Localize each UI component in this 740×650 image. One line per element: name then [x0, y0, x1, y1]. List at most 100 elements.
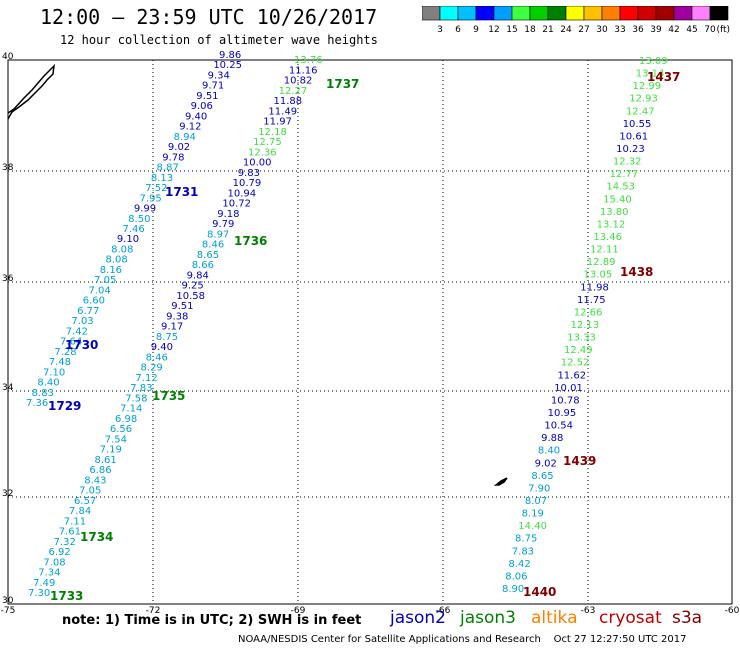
- colorbar-label: 42: [668, 25, 679, 35]
- wave-height-label: 12.89: [587, 257, 616, 268]
- wave-height-label: 8.66: [192, 260, 214, 271]
- wave-height-label: 7.84: [69, 506, 91, 517]
- wave-height-label: 7.04: [88, 285, 110, 296]
- legend-s3a: s3a: [672, 608, 703, 628]
- wave-height-label: 10.54: [544, 421, 573, 432]
- colorbar-label: 6: [455, 25, 461, 35]
- wave-height-label: 7.52: [145, 183, 167, 194]
- colorbar-label: 27: [578, 25, 589, 35]
- wave-height-label: 10.72: [222, 199, 251, 210]
- wave-height-label: 12.13: [571, 320, 600, 331]
- pass-number-label: 1733: [50, 589, 83, 603]
- wave-height-label: 12.93: [629, 94, 658, 105]
- wave-height-label: 7.36: [26, 398, 48, 409]
- wave-height-label: 8.46: [146, 352, 168, 363]
- pass-number-label: 1730: [65, 338, 98, 352]
- note-text: note: 1) Time is in UTC; 2) SWH is in fe…: [62, 613, 362, 628]
- wave-height-label: 11.75: [577, 295, 606, 306]
- wave-height-label: 7.61: [59, 527, 81, 538]
- legend-altika: altika: [531, 608, 578, 628]
- wave-height-label: 9.02: [535, 458, 557, 469]
- latitude-label: 32: [2, 489, 13, 499]
- wave-height-label: 13.05: [584, 270, 613, 281]
- wave-height-label: 7.95: [140, 193, 162, 204]
- wave-height-label: 8.97: [207, 229, 229, 240]
- pass-number-label: 1736: [234, 234, 267, 248]
- wave-height-label: 15.40: [603, 194, 632, 205]
- wave-height-label: 7.28: [54, 347, 76, 358]
- latitude-label: 40: [2, 52, 14, 62]
- wave-height-label: 6.98: [115, 414, 137, 425]
- wave-height-label: 12.11: [590, 245, 619, 256]
- wave-height-label: 8.40: [538, 446, 560, 457]
- latitude-label: 36: [2, 274, 14, 284]
- wave-height-label: 8.40: [37, 378, 59, 389]
- wave-height-label: 8.61: [95, 455, 117, 466]
- wave-height-label: 9.02: [168, 142, 190, 153]
- wave-height-label: 12.18: [258, 127, 287, 138]
- wave-height-label: 7.34: [38, 568, 60, 579]
- wave-height-label: 9.06: [191, 101, 213, 112]
- colorbar-label: 36: [632, 25, 644, 35]
- wave-height-label: 9.40: [151, 342, 173, 353]
- wave-height-label: 8.75: [156, 332, 178, 343]
- wave-height-label: 8.94: [174, 132, 196, 143]
- wave-height-label: 12.77: [610, 169, 639, 180]
- wave-height-label: 7.58: [125, 393, 147, 404]
- wave-height-label: 8.90: [502, 584, 524, 595]
- longitude-label: -69: [291, 606, 306, 616]
- island: [493, 477, 508, 486]
- pass-number-label: 1438: [620, 265, 653, 279]
- wave-height-label: 7.48: [49, 357, 71, 368]
- wave-height-label: 8.06: [505, 571, 527, 582]
- longitude-label: -63: [581, 606, 596, 616]
- colorbar-unit: (ft): [716, 25, 730, 35]
- wave-height-label: 7.30: [28, 588, 50, 599]
- wave-height-label: 9.38: [166, 311, 188, 322]
- wave-height-label: 10.58: [176, 291, 205, 302]
- wave-height-label: 9.34: [208, 70, 230, 81]
- wave-height-label: 7.64: [60, 337, 82, 348]
- pass-number-label: 1440: [523, 585, 556, 599]
- longitude-label: -60: [725, 606, 740, 616]
- wave-height-label: 7.49: [33, 578, 55, 589]
- wave-height-label: 6.60: [83, 296, 105, 307]
- wave-height-label: 12.75: [253, 137, 282, 148]
- wave-height-label: 6.92: [48, 547, 70, 558]
- wave-height-label: 8.08: [105, 255, 127, 266]
- wave-height-label: 11.49: [268, 106, 297, 117]
- pass-number-label: 1731: [165, 185, 198, 199]
- wave-height-label: 11.97: [263, 117, 292, 128]
- wave-height-label: 11.88: [274, 96, 303, 107]
- coastline: [7, 63, 56, 120]
- wave-height-label: 7.05: [94, 275, 116, 286]
- latitude-label: 38: [2, 163, 14, 173]
- wave-height-label: 14.53: [606, 182, 635, 193]
- wave-height-label: 11.62: [557, 370, 586, 381]
- colorbar-label: 21: [542, 25, 553, 35]
- latitude-label: 30: [2, 596, 14, 606]
- colorbar-label: 18: [524, 25, 536, 35]
- wave-height-label: 6.86: [89, 465, 111, 476]
- wave-height-label: 9.18: [217, 209, 239, 220]
- longitude-label: -75: [1, 606, 16, 616]
- wave-height-label: 13.12: [597, 219, 626, 230]
- wave-height-label: 12.99: [632, 81, 661, 92]
- wave-height-label: 11.16: [289, 65, 318, 76]
- wave-height-label: 11.98: [580, 282, 609, 293]
- pass-number-label: 1437: [647, 70, 680, 84]
- wave-height-label: 8.50: [128, 214, 150, 225]
- wave-height-label: 8.46: [202, 240, 224, 251]
- colorbar-label: 9: [473, 25, 479, 35]
- wave-height-label: 6.57: [74, 496, 96, 507]
- wave-height-label: 7.83: [130, 383, 152, 394]
- wave-height-label: 9.10: [117, 234, 139, 245]
- wave-height-label: 12.36: [248, 147, 277, 158]
- wave-height-label: 9.12: [179, 122, 201, 133]
- pass-number-label: 1729: [48, 399, 81, 413]
- latitude-label: 34: [2, 383, 14, 393]
- wave-height-label: 6.77: [77, 306, 99, 317]
- wave-height-label: 10.94: [228, 188, 257, 199]
- wave-height-label: 13.76: [294, 55, 323, 66]
- wave-height-label: 9.17: [161, 322, 183, 333]
